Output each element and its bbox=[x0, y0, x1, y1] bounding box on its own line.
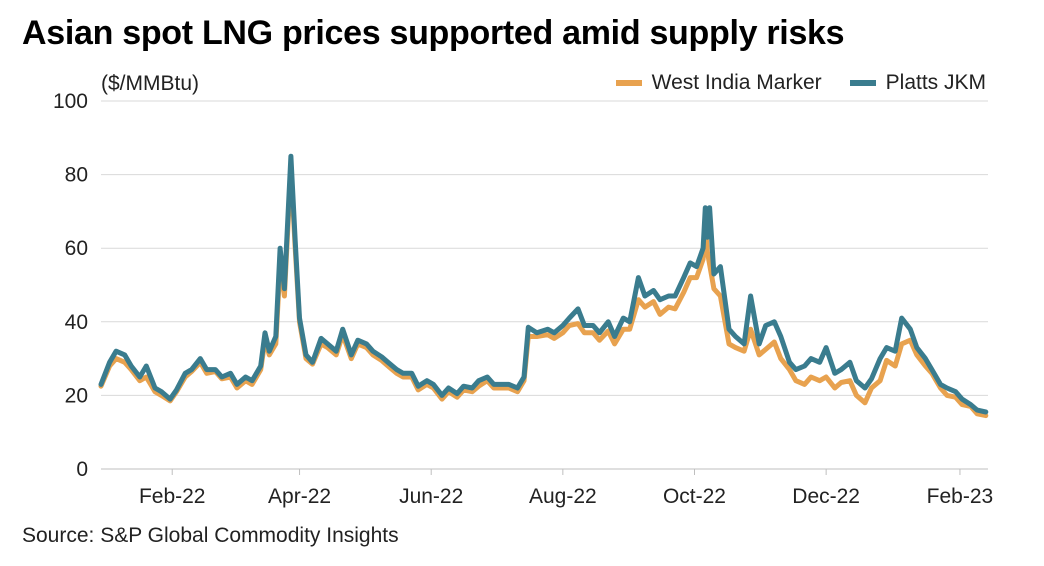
y-tick-label: 20 bbox=[65, 384, 88, 407]
x-tick-label: Feb-23 bbox=[927, 485, 994, 508]
y-tick-label: 0 bbox=[76, 458, 88, 481]
y-tick-label: 40 bbox=[65, 311, 88, 334]
legend-item-platts-jkm: Platts JKM bbox=[849, 71, 986, 95]
source-note: Source: S&P Global Commodity Insights bbox=[22, 524, 399, 547]
legend-swatch-west-india-marker bbox=[615, 80, 642, 86]
legend-label-west-india-marker: West India Marker bbox=[651, 71, 822, 94]
x-tick-label: Apr-22 bbox=[268, 485, 331, 508]
legend-swatch-platts-jkm bbox=[849, 80, 876, 86]
y-axis-ticks: 0 20 40 60 80 100 bbox=[53, 90, 88, 481]
y-axis-unit-label: ($/MMBtu) bbox=[101, 72, 200, 95]
y-tick-label: 100 bbox=[53, 90, 88, 113]
legend-item-west-india-marker: West India Marker bbox=[615, 71, 822, 95]
x-tick-label: Feb-22 bbox=[139, 485, 206, 508]
legend-label-platts-jkm: Platts JKM bbox=[885, 71, 986, 94]
x-tick-label: Jun-22 bbox=[399, 485, 463, 508]
gridlines bbox=[101, 100, 988, 470]
legend: West India Marker Platts JKM bbox=[615, 71, 986, 95]
series-lines bbox=[98, 153, 989, 419]
y-tick-label: 60 bbox=[65, 237, 88, 260]
series-line-platts-jkm bbox=[98, 153, 989, 415]
x-tick-label: Dec-22 bbox=[792, 485, 860, 508]
y-tick-label: 80 bbox=[65, 164, 88, 187]
x-axis-ticks: Feb-22 Apr-22 Jun-22 Aug-22 Oct-22 Dec-22 Feb-… bbox=[139, 469, 993, 508]
chart-title: Asian spot LNG prices supported amid sup… bbox=[22, 14, 845, 52]
x-tick-label: Aug-22 bbox=[529, 485, 597, 508]
x-tick-label: Oct-22 bbox=[663, 485, 726, 508]
